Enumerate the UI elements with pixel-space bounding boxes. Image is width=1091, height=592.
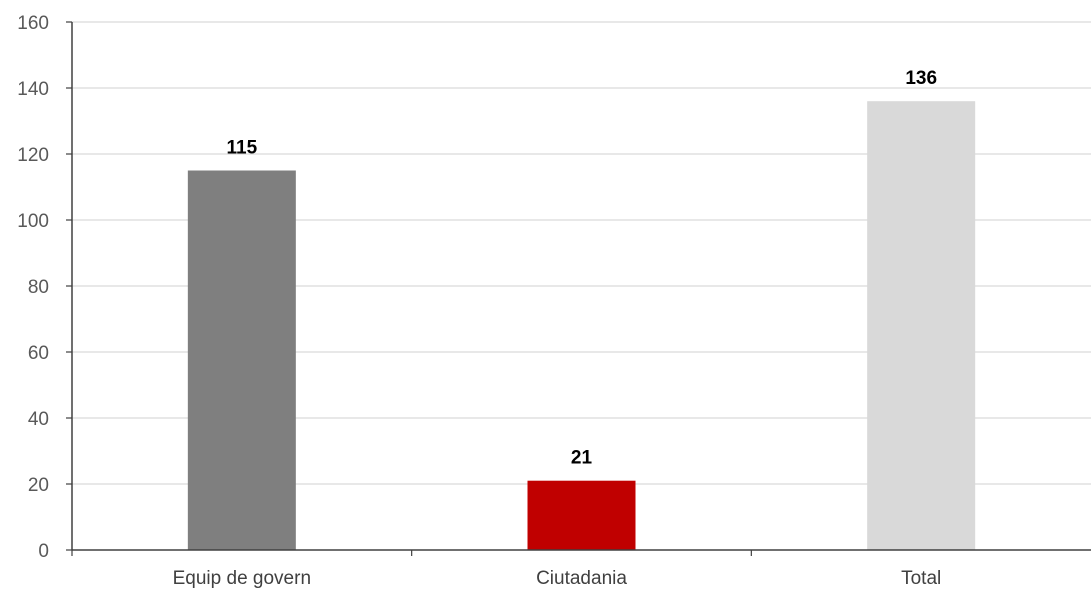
y-tick-label: 40	[28, 409, 49, 430]
bar	[527, 480, 636, 550]
data-label: 21	[571, 448, 593, 469]
x-tick-label: Total	[901, 568, 941, 589]
y-tick-label: 60	[28, 343, 49, 364]
bar	[187, 170, 296, 550]
x-tick-label: Ciutadania	[536, 568, 627, 589]
y-tick-label: 140	[17, 79, 49, 100]
x-axis: Equip de govern Ciutadania Total	[71, 549, 1091, 589]
y-tick-label: 120	[17, 145, 49, 166]
bar	[867, 101, 976, 550]
data-label: 115	[227, 138, 258, 159]
y-tick-label: 80	[28, 277, 49, 298]
y-tick-label: 20	[28, 475, 49, 496]
y-tick-label: 160	[17, 13, 49, 34]
y-tick-label: 100	[17, 211, 49, 232]
bars	[187, 101, 976, 550]
data-labels: 115 21 136	[227, 68, 938, 469]
y-tick-label: 0	[38, 541, 49, 562]
x-tick-label: Equip de govern	[173, 568, 311, 589]
data-label: 136	[905, 68, 937, 89]
y-axis-ticks: 0 20 40 60 80 100 120 140 160	[17, 13, 72, 562]
